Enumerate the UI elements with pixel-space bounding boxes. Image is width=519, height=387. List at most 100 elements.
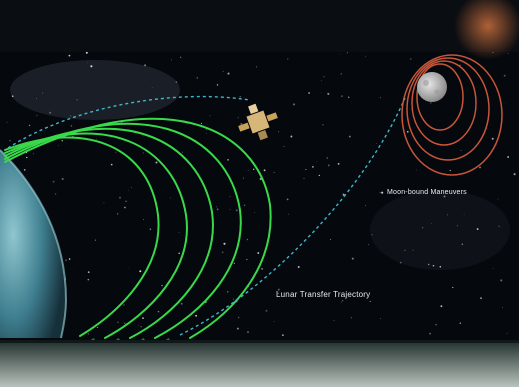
star xyxy=(318,174,320,177)
star xyxy=(278,292,279,294)
star xyxy=(342,300,344,302)
star xyxy=(178,252,180,255)
star xyxy=(505,102,507,104)
star xyxy=(6,121,8,123)
star xyxy=(375,143,377,144)
star xyxy=(283,146,285,147)
star xyxy=(255,66,257,68)
star xyxy=(321,80,322,81)
star xyxy=(449,169,451,172)
star xyxy=(286,198,289,201)
star xyxy=(497,198,499,200)
star xyxy=(138,325,139,326)
star xyxy=(368,244,370,246)
star xyxy=(178,231,180,233)
star xyxy=(58,145,59,147)
star xyxy=(11,95,14,98)
star xyxy=(127,267,129,269)
star xyxy=(144,64,147,67)
star xyxy=(341,95,343,97)
top-glow xyxy=(454,0,519,60)
star xyxy=(175,81,178,83)
star xyxy=(337,163,340,165)
star xyxy=(26,156,28,159)
star xyxy=(507,53,509,54)
star xyxy=(216,84,219,86)
star xyxy=(342,193,345,196)
star xyxy=(288,213,290,215)
star xyxy=(54,193,57,195)
star xyxy=(76,99,78,101)
star xyxy=(440,305,443,308)
star xyxy=(303,177,305,179)
star xyxy=(463,214,465,215)
star xyxy=(351,257,354,260)
star xyxy=(273,321,275,323)
star xyxy=(380,318,382,319)
star xyxy=(410,58,412,60)
star xyxy=(339,53,340,55)
star xyxy=(215,206,217,208)
star xyxy=(265,309,268,312)
star xyxy=(222,70,224,72)
star xyxy=(103,202,105,204)
star xyxy=(254,212,255,213)
moon-icon xyxy=(417,72,447,102)
star xyxy=(87,271,90,274)
star xyxy=(491,137,494,140)
star xyxy=(503,74,506,77)
star xyxy=(305,168,307,171)
star xyxy=(379,192,381,194)
star xyxy=(439,266,442,268)
star xyxy=(500,279,503,282)
star xyxy=(371,234,373,236)
star xyxy=(261,268,263,270)
star xyxy=(128,189,130,191)
star xyxy=(416,169,417,171)
star xyxy=(399,261,402,264)
star xyxy=(246,258,248,260)
star xyxy=(513,173,516,176)
star xyxy=(322,124,324,126)
star xyxy=(227,72,230,75)
star xyxy=(498,225,500,227)
star xyxy=(506,332,508,334)
star xyxy=(123,304,125,306)
star xyxy=(115,151,117,153)
star xyxy=(139,270,142,273)
star xyxy=(246,331,250,334)
star xyxy=(459,322,461,324)
star xyxy=(347,96,350,98)
star xyxy=(32,153,34,155)
star xyxy=(412,249,414,251)
star xyxy=(263,169,266,172)
star xyxy=(157,310,160,313)
star xyxy=(68,54,71,57)
star xyxy=(116,213,119,215)
star xyxy=(476,228,479,231)
star xyxy=(131,187,132,188)
star xyxy=(161,284,163,287)
star xyxy=(247,170,249,171)
earth-orbit-3 xyxy=(4,127,214,339)
star xyxy=(155,161,158,164)
star xyxy=(443,195,446,198)
star xyxy=(235,209,238,212)
star xyxy=(365,55,366,57)
moon-bound-orbits xyxy=(401,54,503,176)
star xyxy=(282,334,284,336)
star xyxy=(240,122,243,125)
star xyxy=(333,320,335,321)
star xyxy=(427,263,430,266)
star xyxy=(327,92,330,95)
star xyxy=(9,139,11,142)
spacecraft-icon xyxy=(238,103,278,141)
star xyxy=(348,135,351,138)
star xyxy=(171,59,172,61)
star xyxy=(237,117,239,119)
star xyxy=(369,300,371,302)
star xyxy=(227,159,229,161)
earth-orbit-2 xyxy=(4,132,188,339)
star xyxy=(430,223,432,225)
earth-orbit-1 xyxy=(4,136,160,337)
